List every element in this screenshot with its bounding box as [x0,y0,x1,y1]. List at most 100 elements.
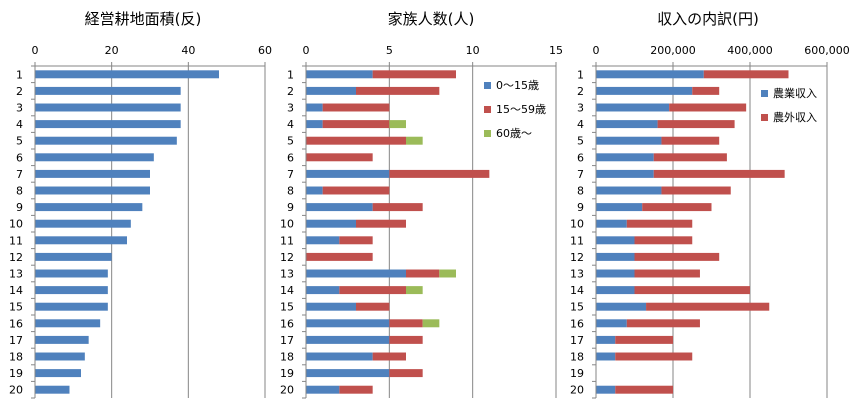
bar-2-row-14-series-2 [339,286,406,295]
y-tick-label: 16 [9,317,23,330]
bar-3-row-5-series-2 [661,136,720,145]
bar-2-row-5-series-2 [306,136,406,145]
bar-3-row-9-series-2 [642,203,712,212]
legend-label: 0～15歳 [496,79,539,92]
bar-1-row-5-series-1 [35,136,177,145]
y-tick-label: 5 [16,135,23,148]
bar-3-row-4-series-2 [657,120,735,129]
bar-1-row-1-series-1 [35,70,219,79]
bar-2-row-19-series-1 [306,369,390,378]
x-tick-label: 400,000 [727,44,773,57]
legend: 0～15歳 15～59歳 60歳～ [484,79,546,140]
y-tick-label: 18 [570,351,584,364]
bar-3-row-18-series-1 [596,352,616,361]
bar-2-row-2-series-1 [306,86,356,95]
bar-3-row-15-series-2 [646,302,770,311]
bar-1-row-3-series-1 [35,103,181,112]
bar-1-row-16-series-1 [35,319,101,328]
bar-2-row-5-series-3 [406,136,423,145]
bar-2-row-13-series-3 [439,269,456,278]
bar-3-row-16-series-2 [626,319,700,328]
x-tick-label: 40 [181,44,195,57]
bar-2-row-14-series-1 [306,286,340,295]
y-tick-label: 5 [287,135,294,148]
y-tick-label: 7 [16,168,23,181]
y-tick-label: 7 [287,168,294,181]
y-tick-label: 2 [287,85,294,98]
chart-3: 収入の内訳(円)0 200,000 400,000 600,0001234567891… [570,10,850,399]
y-tick-label: 20 [570,384,584,397]
bar-2-row-1-series-1 [306,70,373,79]
bar-2-row-3-series-1 [306,103,323,112]
legend-swatch [761,114,768,121]
y-tick-label: 4 [577,118,584,131]
bar-2-row-18-series-1 [306,352,373,361]
y-tick-label: 11 [9,234,23,247]
bar-1-row-20-series-1 [35,385,70,394]
y-tick-label: 2 [16,85,23,98]
bar-3-row-7-series-1 [596,169,654,178]
bar-3-row-2-series-1 [596,86,693,95]
bar-1-row-6-series-1 [35,153,154,162]
bar-3-row-3-series-2 [669,103,747,112]
legend-swatch [761,90,768,97]
legend-swatch [484,130,491,137]
bar-3-row-20-series-1 [596,385,616,394]
y-tick-label: 12 [280,251,294,264]
x-tick-label: 20 [105,44,119,57]
bar-3-row-13-series-1 [596,269,635,278]
bar-2-row-4-series-3 [389,120,406,129]
y-tick-label: 13 [9,268,23,281]
y-tick-label: 8 [287,185,294,198]
y-tick-label: 18 [280,351,294,364]
bar-1-row-9-series-1 [35,203,143,212]
y-tick-label: 6 [287,151,294,164]
legend-label: 15～59歳 [496,103,546,116]
y-tick-label: 16 [570,317,584,330]
y-tick-label: 9 [287,201,294,214]
bar-1-row-14-series-1 [35,286,108,295]
bar-3-row-17-series-2 [615,335,673,344]
bar-3-row-5-series-1 [596,136,662,145]
bar-3-row-14-series-2 [634,286,750,295]
bar-3-row-18-series-2 [615,352,693,361]
bar-2-row-12-series-2 [306,252,373,261]
bar-3-row-14-series-1 [596,286,635,295]
bar-3-row-6-series-2 [653,153,727,162]
bar-3-row-4-series-1 [596,120,658,129]
y-tick-label: 17 [280,334,294,347]
y-tick-label: 1 [577,68,584,81]
bar-2-row-9-series-2 [372,203,423,212]
y-tick-label: 9 [577,201,584,214]
bar-2-row-4-series-1 [306,120,323,129]
y-tick-label: 18 [9,351,23,364]
bar-1-row-13-series-1 [35,269,108,278]
bar-3-row-8-series-1 [596,186,662,195]
bar-2-row-11-series-1 [306,236,340,245]
bar-1-row-12-series-1 [35,252,112,261]
x-tick-label: 0 [303,44,310,57]
y-tick-label: 12 [570,251,584,264]
bar-2-row-18-series-2 [372,352,406,361]
bar-1-row-11-series-1 [35,236,127,245]
y-tick-label: 20 [280,384,294,397]
bar-3-row-9-series-1 [596,203,643,212]
y-tick-label: 17 [9,334,23,347]
legend-label: 農業収入 [773,86,817,100]
chart-title: 経営耕地面積(反) [85,10,202,28]
bar-2-row-4-series-2 [322,120,390,129]
bar-2-row-9-series-1 [306,203,373,212]
bar-3-row-2-series-2 [692,86,720,95]
y-tick-label: 5 [577,135,584,148]
y-tick-label: 1 [16,68,23,81]
bar-2-row-11-series-2 [339,236,373,245]
bar-3-row-10-series-1 [596,219,627,228]
bar-2-row-16-series-3 [422,319,440,328]
x-tick-label: 200,000 [650,44,696,57]
y-tick-label: 14 [9,284,23,297]
x-tick-label: 600,000 [804,44,850,57]
y-tick-label: 8 [16,185,23,198]
legend-label: 60歳～ [496,127,532,140]
